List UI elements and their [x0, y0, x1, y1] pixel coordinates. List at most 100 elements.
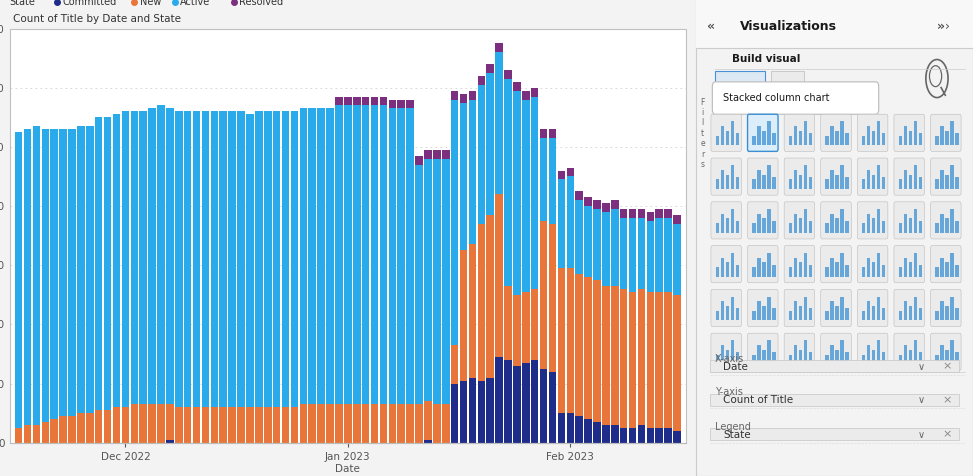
Text: Stacked column chart: Stacked column chart [723, 93, 830, 103]
Bar [184, 407, 192, 443]
Bar [575, 191, 583, 200]
Bar [716, 179, 719, 189]
Bar [809, 352, 812, 364]
Bar [773, 177, 775, 189]
Bar [752, 267, 756, 277]
Bar [946, 306, 949, 320]
Bar [731, 209, 734, 233]
Text: ∨: ∨ [918, 395, 924, 405]
Bar [809, 308, 812, 320]
Bar [899, 267, 902, 277]
Bar [478, 76, 486, 85]
Bar [113, 114, 121, 407]
Bar [831, 301, 834, 320]
FancyBboxPatch shape [930, 114, 961, 151]
Bar [148, 404, 156, 443]
Bar [799, 262, 802, 277]
Bar [919, 221, 922, 233]
Bar [726, 218, 729, 233]
Bar [531, 88, 538, 97]
Bar [433, 150, 441, 159]
Bar [353, 404, 361, 443]
Bar [825, 355, 829, 364]
Bar [935, 267, 939, 277]
Bar [237, 111, 245, 407]
Bar [799, 350, 802, 364]
Text: Date: Date [723, 361, 748, 372]
FancyBboxPatch shape [747, 333, 778, 370]
Bar [264, 111, 271, 407]
Bar [715, 71, 765, 83]
Bar [940, 301, 944, 320]
Bar [237, 407, 245, 443]
Bar [946, 350, 949, 364]
Bar [872, 175, 876, 189]
Bar [731, 165, 734, 189]
Bar [531, 289, 538, 360]
Text: Resolved: Resolved [239, 0, 283, 7]
Bar [442, 159, 450, 404]
Bar [673, 224, 681, 295]
Bar [282, 111, 289, 407]
Text: Visualizations: Visualizations [740, 20, 837, 33]
Bar [721, 214, 724, 233]
Bar [68, 416, 76, 443]
Bar [919, 133, 922, 145]
Bar [914, 165, 917, 189]
Bar [831, 214, 834, 233]
Bar [757, 258, 761, 277]
Bar [210, 111, 218, 407]
Bar [611, 209, 619, 286]
Bar [665, 428, 672, 443]
Bar [804, 209, 808, 233]
Bar [904, 214, 907, 233]
Bar [935, 136, 939, 145]
Bar [955, 352, 958, 364]
Bar [388, 404, 396, 443]
Bar [867, 170, 871, 189]
FancyBboxPatch shape [894, 333, 924, 370]
Bar [726, 175, 729, 189]
Bar [317, 404, 325, 443]
Bar [716, 355, 719, 364]
Bar [721, 126, 724, 145]
Bar [549, 129, 557, 138]
Bar [139, 111, 147, 404]
Bar [716, 311, 719, 320]
Bar [246, 407, 254, 443]
Bar [846, 352, 848, 364]
Bar [495, 43, 503, 52]
Bar [736, 265, 739, 277]
Bar [955, 177, 958, 189]
Bar [935, 179, 939, 189]
Bar [946, 175, 949, 189]
Bar [872, 262, 876, 277]
Bar [804, 297, 808, 320]
Bar [433, 159, 441, 404]
Bar [86, 413, 93, 443]
Bar [344, 404, 351, 443]
Bar [909, 350, 912, 364]
Bar [255, 111, 263, 407]
Bar [585, 206, 592, 277]
Bar [42, 129, 49, 422]
Bar [549, 138, 557, 224]
Bar [955, 133, 958, 145]
FancyBboxPatch shape [784, 114, 814, 151]
Bar [388, 109, 396, 404]
Bar [158, 404, 164, 443]
Bar [602, 212, 610, 286]
Bar [620, 289, 628, 428]
Bar [415, 165, 423, 404]
Bar [846, 133, 848, 145]
Bar [540, 129, 548, 138]
Bar [899, 179, 902, 189]
Bar [344, 106, 351, 404]
Bar [130, 404, 138, 443]
Bar [809, 177, 812, 189]
Bar [317, 109, 325, 404]
Bar [513, 82, 521, 91]
Bar [872, 350, 876, 364]
Bar [846, 221, 848, 233]
Bar [841, 165, 844, 189]
